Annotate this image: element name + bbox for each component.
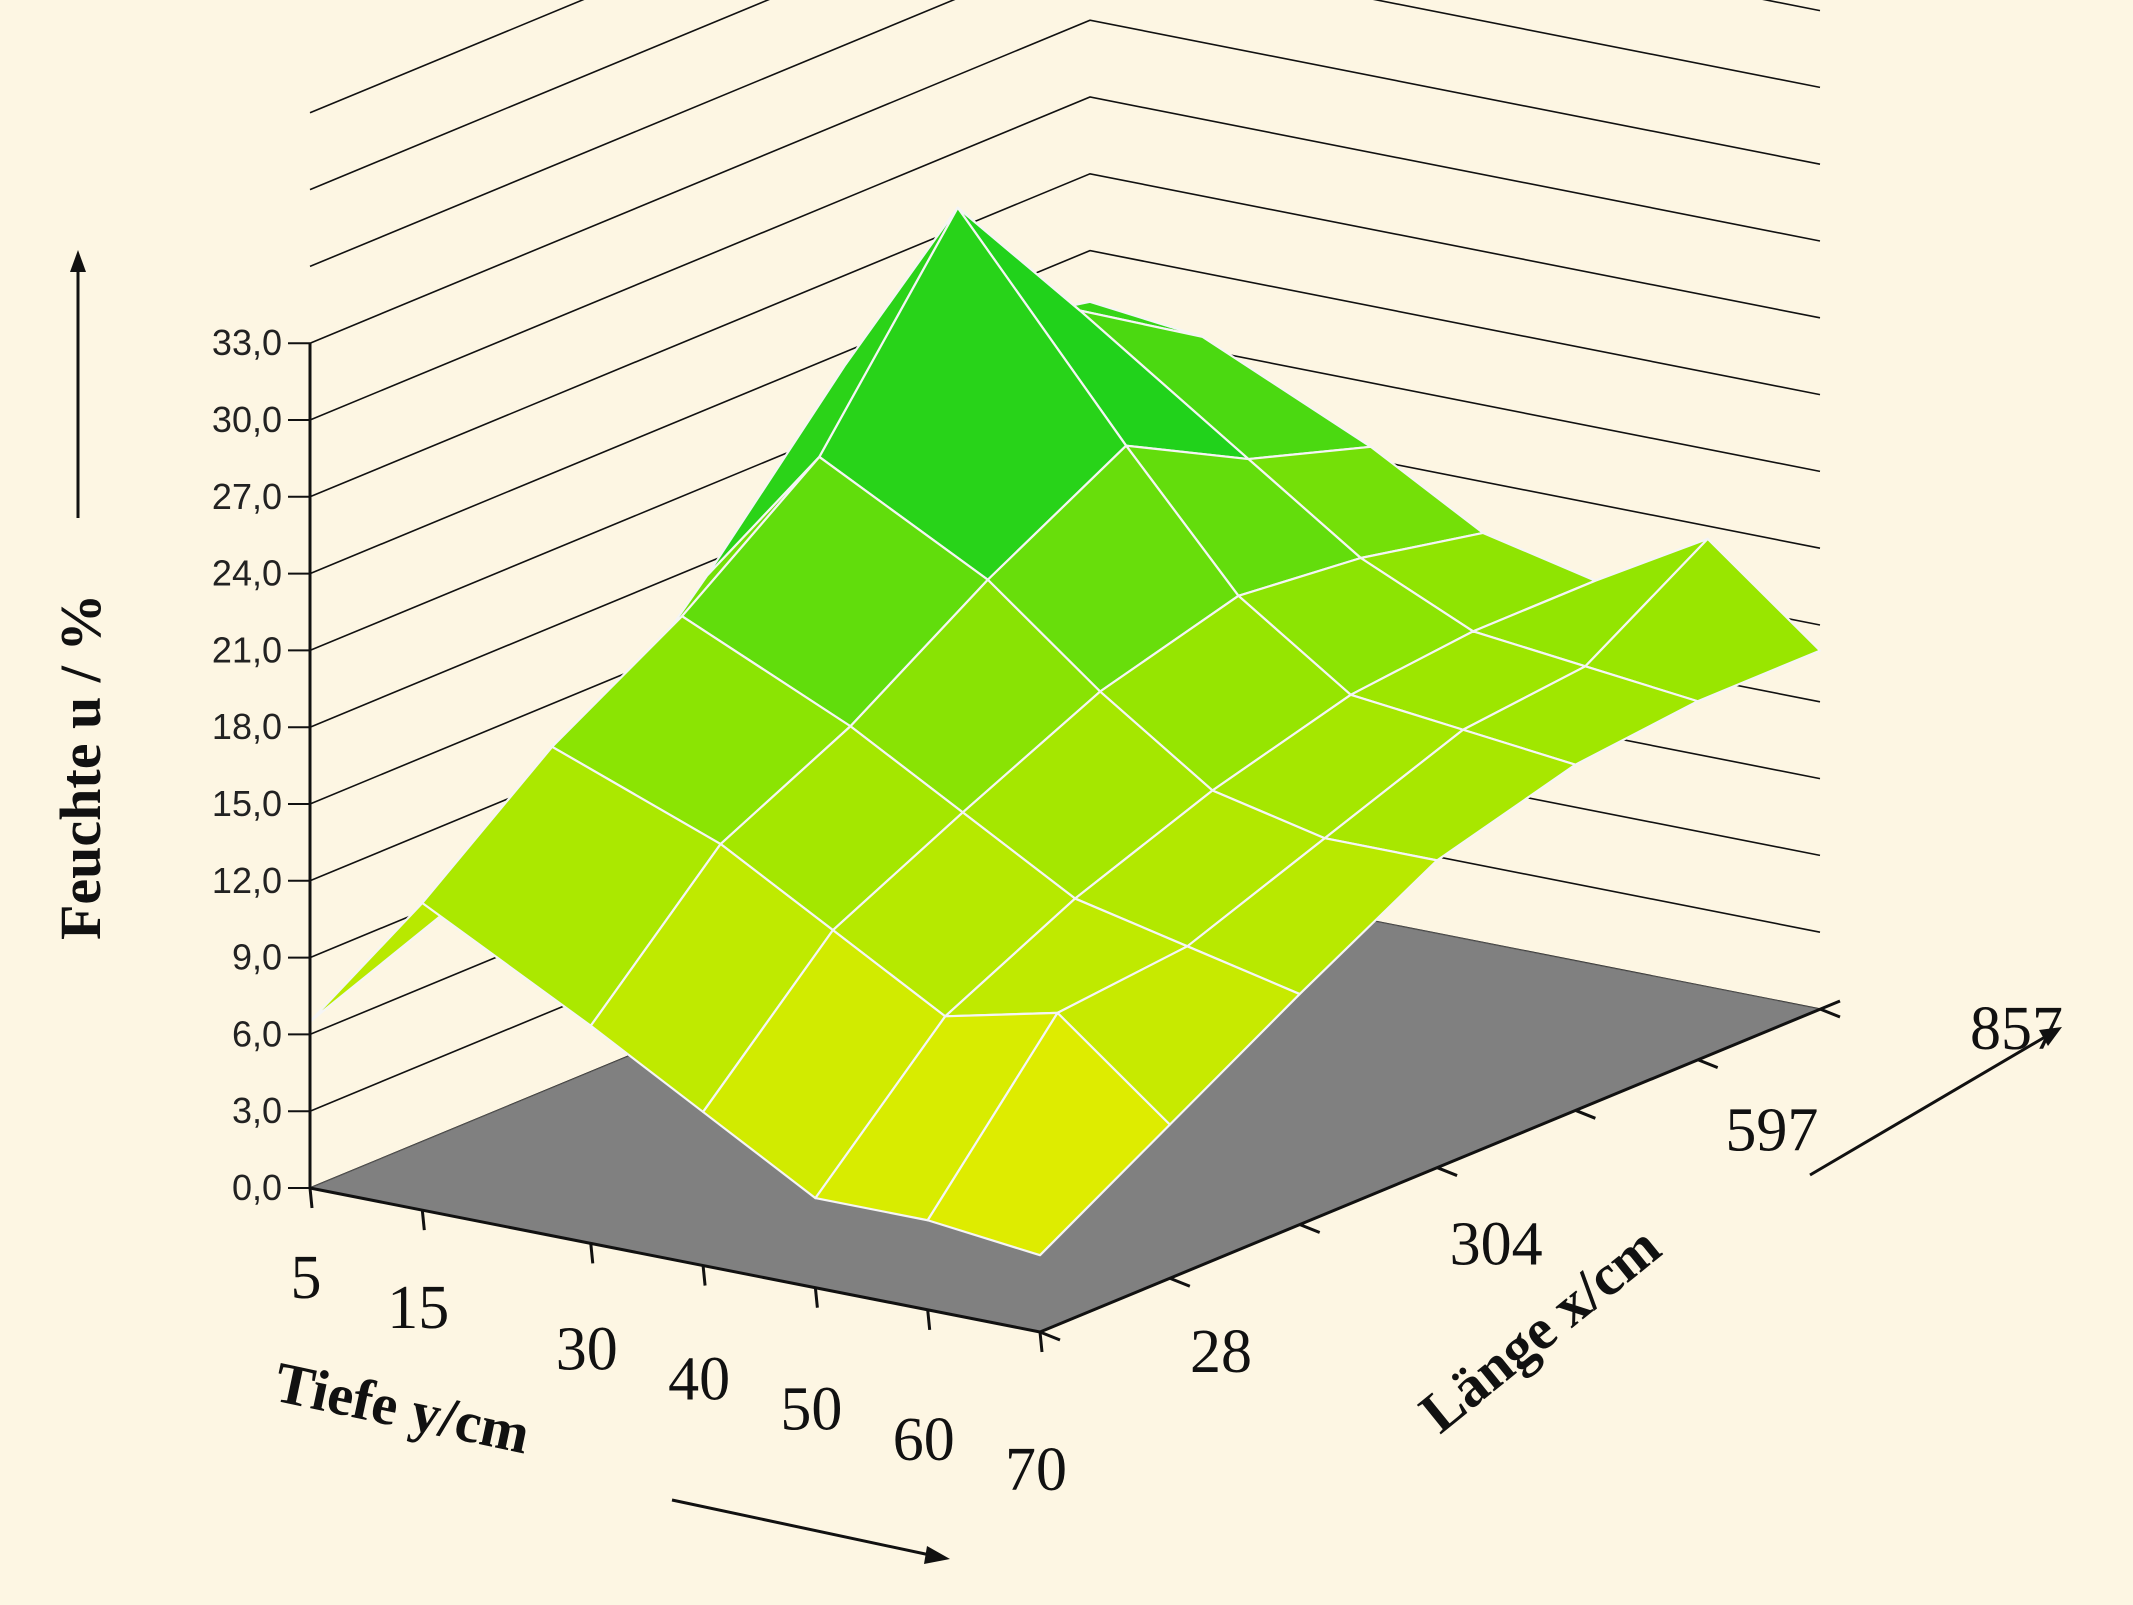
length-tick — [1299, 1223, 1321, 1234]
depth-tick — [308, 1187, 314, 1209]
length-tick — [1039, 1330, 1061, 1342]
length-tick — [1819, 1007, 1841, 1019]
depth-tick — [589, 1243, 595, 1264]
z-tick-label: 18,0 — [212, 706, 282, 747]
z-tick-label: 0,0 — [232, 1167, 282, 1208]
z-tick-label: 30,0 — [212, 399, 282, 440]
wall-gridline — [309, 172, 1821, 498]
depth-tick-label: 5 — [291, 1244, 322, 1312]
depth-tick-label: 60 — [893, 1406, 955, 1474]
z-tick-label: 33,0 — [212, 322, 282, 363]
depth-tick — [926, 1309, 932, 1330]
length-axis-line — [1039, 999, 1841, 1334]
length-axis-arrow — [1809, 1027, 2062, 1177]
z-tick-label: 27,0 — [212, 476, 282, 517]
wall-gridline — [309, 96, 1821, 421]
depth-tick-label: 15 — [387, 1274, 449, 1342]
depth-axis-arrow — [671, 1498, 950, 1564]
z-axis-arrow — [70, 250, 86, 518]
wall-gridline — [309, 19, 1821, 344]
depth-tick-label: 50 — [780, 1376, 842, 1444]
z-tick-label: 12,0 — [212, 860, 282, 901]
depth-axis-title: Tiefe y/cm — [269, 1349, 535, 1466]
z-tick-label: 21,0 — [212, 629, 282, 670]
length-tick — [1697, 1058, 1719, 1070]
length-tick — [1574, 1108, 1596, 1120]
z-tick-label: 3,0 — [232, 1090, 282, 1131]
z-tick-label: 15,0 — [212, 783, 282, 824]
wall-gridline — [309, 0, 585, 114]
wall-gridline — [309, 0, 1821, 191]
axes — [308, 343, 1841, 1334]
depth-tick-label: 30 — [556, 1315, 618, 1383]
surface-mesh — [308, 206, 1822, 1257]
z-axis-title: Feuchte u / % — [48, 594, 113, 940]
wall-gridline — [309, 249, 1821, 575]
depth-tick-label: 70 — [1005, 1436, 1067, 1504]
depth-tick-label: 40 — [668, 1346, 730, 1414]
z-axis-ticks: 0,0 3,0 6,0 9,0 12,0 15,0 18,0 21,0 24,0 27,0 30,0… — [212, 322, 310, 1208]
length-tick-label: 304 — [1450, 1210, 1543, 1278]
z-tick-label: 24,0 — [212, 553, 282, 594]
depth-axis-line — [309, 1186, 1041, 1334]
length-tick — [1436, 1166, 1458, 1177]
length-tick — [1169, 1276, 1191, 1288]
depth-tick — [420, 1210, 426, 1231]
depth-tick — [813, 1287, 819, 1308]
depth-tick — [701, 1265, 707, 1286]
depth-axis-ticks: 5 15 30 40 50 60 70 — [291, 1187, 1067, 1504]
length-tick-label: 28 — [1190, 1318, 1252, 1386]
surface-patch — [926, 1011, 1171, 1257]
wall-gridline — [309, 0, 1821, 268]
z-tick-label: 9,0 — [232, 937, 282, 978]
length-tick-label: 597 — [1725, 1096, 1818, 1164]
z-tick-label: 6,0 — [232, 1013, 282, 1054]
depth-tick — [1038, 1331, 1044, 1353]
